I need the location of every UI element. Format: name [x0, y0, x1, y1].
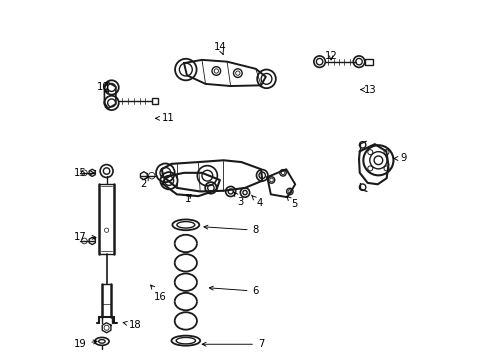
- Text: 3: 3: [234, 192, 244, 207]
- Text: 1: 1: [184, 194, 191, 204]
- Text: 6: 6: [209, 286, 259, 296]
- Text: 9: 9: [394, 153, 407, 163]
- Text: 2: 2: [141, 176, 148, 189]
- Text: 16: 16: [150, 285, 167, 302]
- Text: 15: 15: [74, 168, 94, 178]
- Text: 12: 12: [325, 51, 338, 61]
- Text: 10: 10: [97, 82, 110, 93]
- Text: 14: 14: [214, 42, 226, 55]
- Text: 8: 8: [204, 225, 259, 235]
- Text: 7: 7: [202, 339, 264, 349]
- Text: 19: 19: [74, 339, 97, 349]
- Text: 5: 5: [287, 196, 298, 210]
- Text: 4: 4: [251, 195, 263, 208]
- Text: 13: 13: [361, 85, 377, 95]
- Text: 11: 11: [155, 113, 174, 123]
- Text: 17: 17: [74, 232, 96, 242]
- Text: 18: 18: [123, 320, 142, 330]
